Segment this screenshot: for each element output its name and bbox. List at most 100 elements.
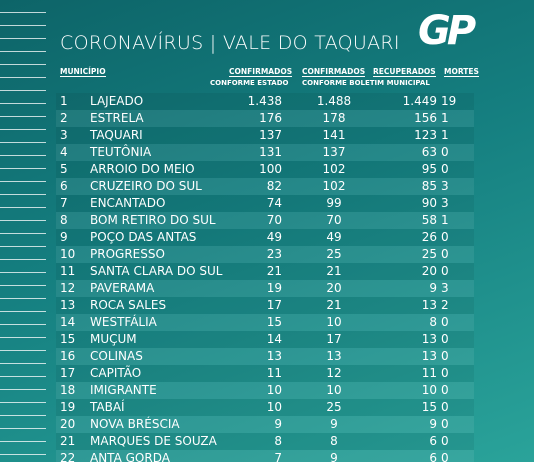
rank: 6 [60, 179, 68, 193]
confirmed-state: 17 [266, 298, 282, 312]
title: CORONAVÍRUS | VALE DO TAQUARI [60, 32, 400, 54]
recovered: 13 [421, 349, 437, 363]
deaths: 1 [441, 128, 449, 142]
rank: 4 [60, 145, 68, 159]
rank: 21 [60, 434, 76, 448]
rank: 20 [60, 417, 76, 431]
logo: GP [418, 8, 476, 54]
rank: 13 [60, 298, 76, 312]
deaths: 0 [441, 417, 449, 431]
recovered: 8 [429, 315, 437, 329]
table-row: 21 MARQUES DE SOUZA 8 8 6 0 [56, 433, 474, 450]
column-header: MORTES [444, 67, 479, 77]
rank: 10 [60, 247, 76, 261]
deaths: 0 [441, 162, 449, 176]
recovered: 13 [421, 332, 437, 346]
column-header: RECUPERADOS [373, 67, 436, 77]
table-row: 18 IMIGRANTE 10 10 10 0 [56, 382, 474, 399]
municipality: MARQUES DE SOUZA [90, 434, 217, 448]
table-row: 5 ARROIO DO MEIO 100 102 95 0 [56, 161, 474, 178]
table-row: 9 POÇO DAS ANTAS 49 49 26 0 [56, 229, 474, 246]
table-row: 2 ESTRELA 176 178 156 1 [56, 110, 474, 127]
confirmed-municipal: 12 [326, 366, 342, 380]
confirmed-state: 74 [266, 196, 282, 210]
deaths: 0 [441, 332, 449, 346]
municipality: ROCA SALES [90, 298, 167, 312]
deaths: 0 [441, 315, 449, 329]
deaths: 0 [441, 145, 449, 159]
confirmed-state: 70 [266, 213, 282, 227]
recovered: 6 [429, 451, 437, 462]
deaths: 3 [441, 196, 449, 210]
deaths: 0 [441, 451, 449, 462]
municipality: NOVA BRÉSCIA [90, 417, 180, 431]
confirmed-municipal: 25 [326, 247, 342, 261]
recovered: 9 [429, 281, 437, 295]
deaths: 1 [441, 213, 449, 227]
recovered: 63 [421, 145, 437, 159]
rank: 7 [60, 196, 68, 210]
table-row: 3 TAQUARI 137 141 123 1 [56, 127, 474, 144]
rank: 12 [60, 281, 76, 295]
confirmed-state: 49 [266, 230, 282, 244]
confirmed-state: 10 [266, 383, 282, 397]
table-row: 22 ANTA GORDA 7 9 6 0 [56, 450, 474, 462]
confirmed-municipal: 13 [326, 349, 342, 363]
confirmed-municipal: 70 [326, 213, 342, 227]
municipality: TEUTÔNIA [90, 145, 152, 159]
recovered: 11 [421, 366, 437, 380]
municipality: ANTA GORDA [90, 451, 170, 462]
deaths: 0 [441, 349, 449, 363]
column-header: CONFIRMADOS [229, 67, 293, 77]
confirmed-state: 13 [266, 349, 282, 363]
rank: 19 [60, 400, 76, 414]
confirmed-state: 82 [266, 179, 282, 193]
confirmed-municipal: 102 [322, 162, 346, 176]
recovered: 6 [429, 434, 437, 448]
confirmed-municipal: 21 [326, 298, 342, 312]
confirmed-state: 7 [274, 451, 282, 462]
rank: 15 [60, 332, 76, 346]
confirmed-state: 131 [259, 145, 282, 159]
confirmed-municipal: 141 [322, 128, 346, 142]
recovered: 20 [421, 264, 437, 278]
confirmed-state: 9 [274, 417, 282, 431]
table-row: 11 SANTA CLARA DO SUL 21 21 20 0 [56, 263, 474, 280]
confirmed-municipal: 102 [322, 179, 346, 193]
rank: 14 [60, 315, 76, 329]
table-row: 17 CAPITÃO 11 12 11 0 [56, 365, 474, 382]
confirmed-municipal: 99 [326, 196, 342, 210]
rank: 1 [60, 94, 68, 108]
confirmed-state: 8 [274, 434, 282, 448]
municipality: WESTFÁLIA [90, 315, 157, 329]
table-row: 16 COLINAS 13 13 13 0 [56, 348, 474, 365]
column-subheader: CONFORME ESTADO [210, 79, 289, 87]
confirmed-state: 10 [266, 400, 282, 414]
municipality: TABAÍ [90, 400, 125, 414]
confirmed-municipal: 178 [322, 111, 346, 125]
confirmed-state: 100 [259, 162, 282, 176]
rank: 3 [60, 128, 68, 142]
table-row: 13 ROCA SALES 17 21 13 2 [56, 297, 474, 314]
table-row: 10 PROGRESSO 23 25 25 0 [56, 246, 474, 263]
municipality: MUÇUM [90, 332, 137, 346]
table-row: 15 MUÇUM 14 17 13 0 [56, 331, 474, 348]
deaths: 0 [441, 264, 449, 278]
rank: 22 [60, 451, 76, 462]
table-row: 12 PAVERAMA 19 20 9 3 [56, 280, 474, 297]
table-row: 1 LAJEADO 1.438 1.488 1.449 19 [56, 93, 474, 110]
recovered: 1.449 [402, 94, 437, 108]
recovered: 95 [421, 162, 437, 176]
confirmed-state: 21 [266, 264, 282, 278]
confirmed-state: 19 [266, 281, 282, 295]
table-row: 6 CRUZEIRO DO SUL 82 102 85 3 [56, 178, 474, 195]
confirmed-municipal: 49 [326, 230, 342, 244]
recovered: 10 [421, 383, 437, 397]
municipality: CRUZEIRO DO SUL [90, 179, 202, 193]
confirmed-municipal: 10 [326, 383, 342, 397]
table-row: 4 TEUTÔNIA 131 137 63 0 [56, 144, 474, 161]
confirmed-state: 137 [259, 128, 282, 142]
table-row: 8 BOM RETIRO DO SUL 70 70 58 1 [56, 212, 474, 229]
confirmed-municipal: 21 [326, 264, 342, 278]
